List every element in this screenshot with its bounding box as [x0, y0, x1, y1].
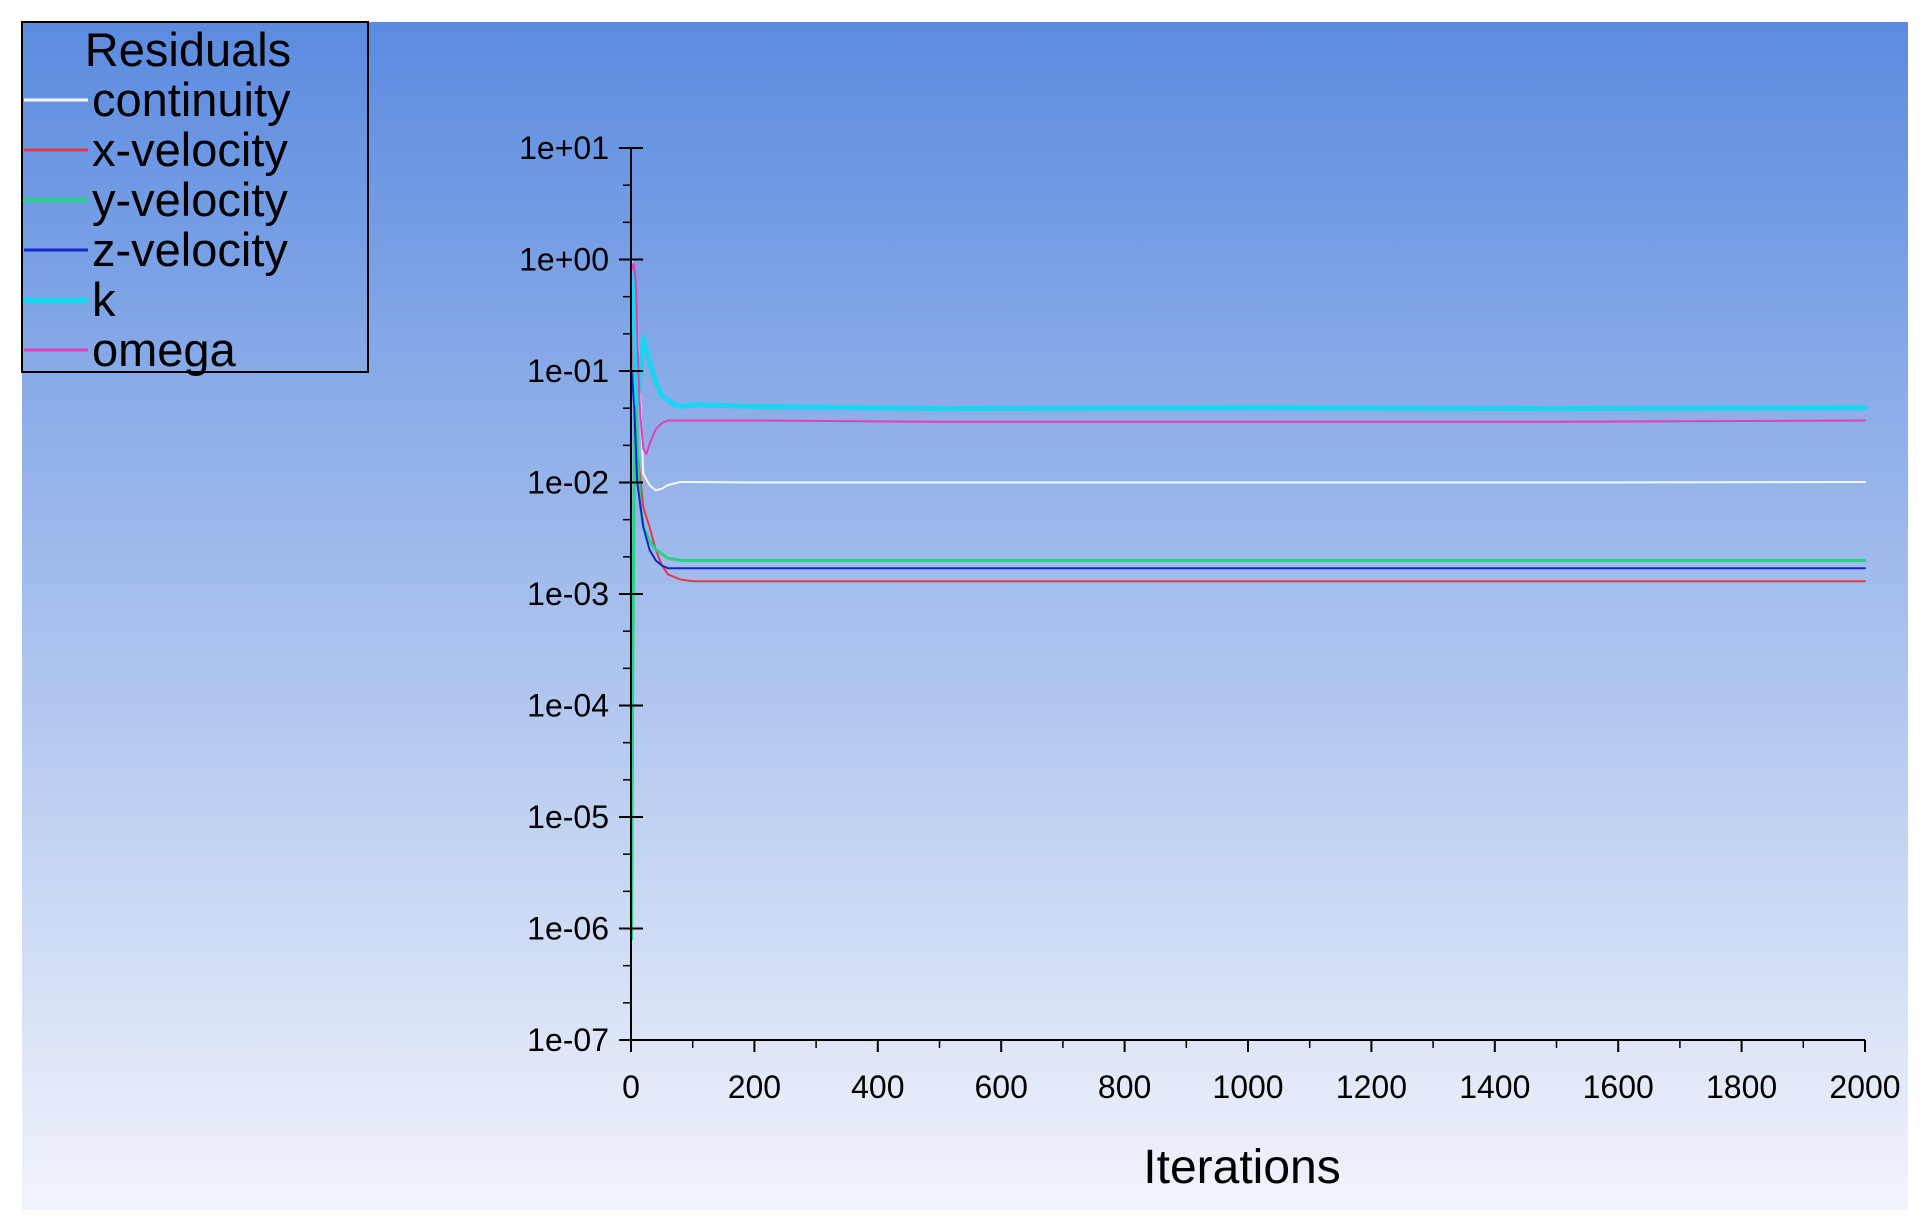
x-tick-label: 1600	[1583, 1069, 1654, 1105]
series-line-z-velocity	[630, 370, 1866, 570]
x-tick-label: 1400	[1459, 1069, 1530, 1105]
legend-label-z-velocity: z-velocity	[92, 223, 288, 276]
legend-title: Residuals	[85, 23, 291, 76]
series-layer	[629, 258, 1868, 941]
x-tick-label: 1800	[1706, 1069, 1777, 1105]
y-tick-label: 1e-04	[527, 688, 609, 724]
x-tick-label: 1000	[1212, 1069, 1283, 1105]
plot-background	[22, 22, 1908, 1210]
x-tick-label: 0	[622, 1069, 640, 1105]
x-tick-label: 1200	[1336, 1069, 1407, 1105]
legend-label-y-velocity: y-velocity	[92, 173, 288, 226]
legend-label-omega: omega	[92, 323, 237, 376]
legend-box	[21, 21, 369, 373]
legend-label-continuity: continuity	[92, 73, 291, 126]
legend-label-k: k	[92, 273, 116, 326]
legend-items: continuityx-velocityy-velocityz-velocity…	[24, 73, 291, 376]
y-tick-label: 1e-07	[527, 1022, 609, 1058]
x-tick-label: 2000	[1829, 1069, 1900, 1105]
y-tick-label: 1e-02	[527, 465, 609, 501]
x-tick-label: 600	[975, 1069, 1028, 1105]
legend-label-x-velocity: x-velocity	[92, 123, 288, 176]
legend: Residuals continuityx-velocityy-velocity…	[21, 21, 369, 376]
x-tick-label: 200	[728, 1069, 781, 1105]
y-tick-label: 1e-03	[527, 576, 609, 612]
x-tick-label: 400	[851, 1069, 904, 1105]
axes-layer: 1e-07 1e-06 1e-05 1e-04 1e-03 1e-02 1e-01 1e+00…	[519, 130, 1900, 1105]
x-tick-label: 800	[1098, 1069, 1151, 1105]
y-tick-label: 1e-06	[527, 911, 609, 947]
series-line-omega	[630, 263, 1866, 455]
y-tick-label: 1e-05	[527, 799, 609, 835]
y-tick-label: 1e-01	[527, 353, 609, 389]
x-axis-label: Iterations	[1143, 1141, 1340, 1194]
y-tick-label: 1e+01	[519, 130, 609, 166]
y-tick-label: 1e+00	[519, 242, 609, 278]
